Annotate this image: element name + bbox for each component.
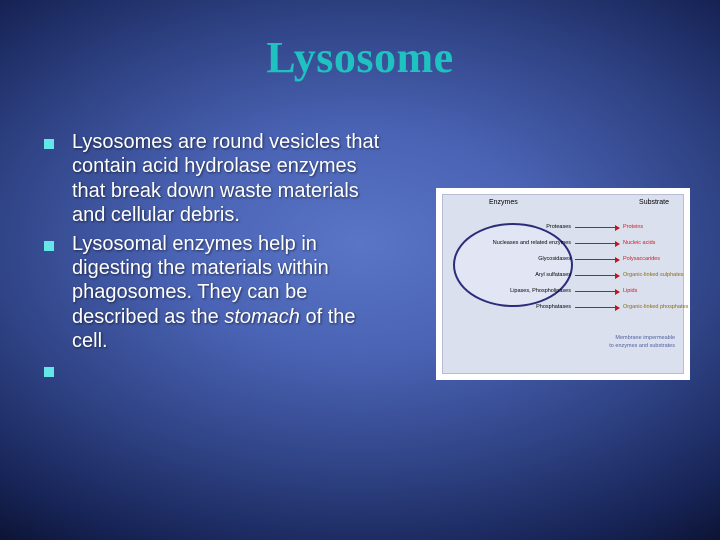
enzyme-label: Nucleases and related enzymes <box>484 240 571 246</box>
enzyme-label: Lipases, Phospholipases <box>502 288 571 294</box>
bullet-item <box>44 358 384 382</box>
enzyme-label: Phosphatases <box>535 304 571 310</box>
bullet-item: Lysosomes are round vesicles that contai… <box>44 130 384 228</box>
bullet-marker-icon <box>44 367 54 377</box>
bullet-list: Lysosomes are round vesicles that contai… <box>44 130 384 386</box>
arrow-icon <box>575 243 615 244</box>
enzyme-label: Proteases <box>544 224 571 230</box>
enzyme-label: Aryl sulfatases <box>526 272 571 278</box>
slide-title: Lysosome <box>0 0 720 83</box>
substrate-label: Proteins <box>623 224 643 230</box>
diagram-footnote: Membrane impermeable <box>615 335 675 341</box>
arrow-icon <box>575 307 615 308</box>
bullet-text: Lysosomes are round vesicles that contai… <box>72 130 384 228</box>
substrate-label: Organic-linked phosphates <box>623 304 688 310</box>
diagram-footnote: to enzymes and substrates <box>609 343 675 349</box>
arrow-icon <box>575 291 615 292</box>
diagram-container: Enzymes Substrate Proteases Proteins Nucle… <box>436 188 690 380</box>
substrate-label: Nucleic acids <box>623 240 655 246</box>
bullet-marker-icon <box>44 139 54 149</box>
bullet-item: Lysosomal enzymes help in digesting the … <box>44 232 384 354</box>
diagram-header-substrate: Substrate <box>639 199 669 206</box>
arrow-icon <box>575 275 615 276</box>
arrow-icon <box>575 259 615 260</box>
arrow-icon <box>575 227 615 228</box>
bullet-marker-icon <box>44 241 54 251</box>
substrate-label: Lipids <box>623 288 637 294</box>
enzyme-label: Glycosidases <box>535 256 571 262</box>
slide: Lysosome Lysosomes are round vesicles th… <box>0 0 720 540</box>
substrate-label: Organic-linked sulphates <box>623 272 684 278</box>
bullet-text: Lysosomal enzymes help in digesting the … <box>72 232 384 354</box>
diagram: Enzymes Substrate Proteases Proteins Nucle… <box>442 194 684 374</box>
lysosome-oval <box>453 223 573 307</box>
diagram-header-enzymes: Enzymes <box>489 199 518 206</box>
substrate-label: Polysaccarides <box>623 256 660 262</box>
